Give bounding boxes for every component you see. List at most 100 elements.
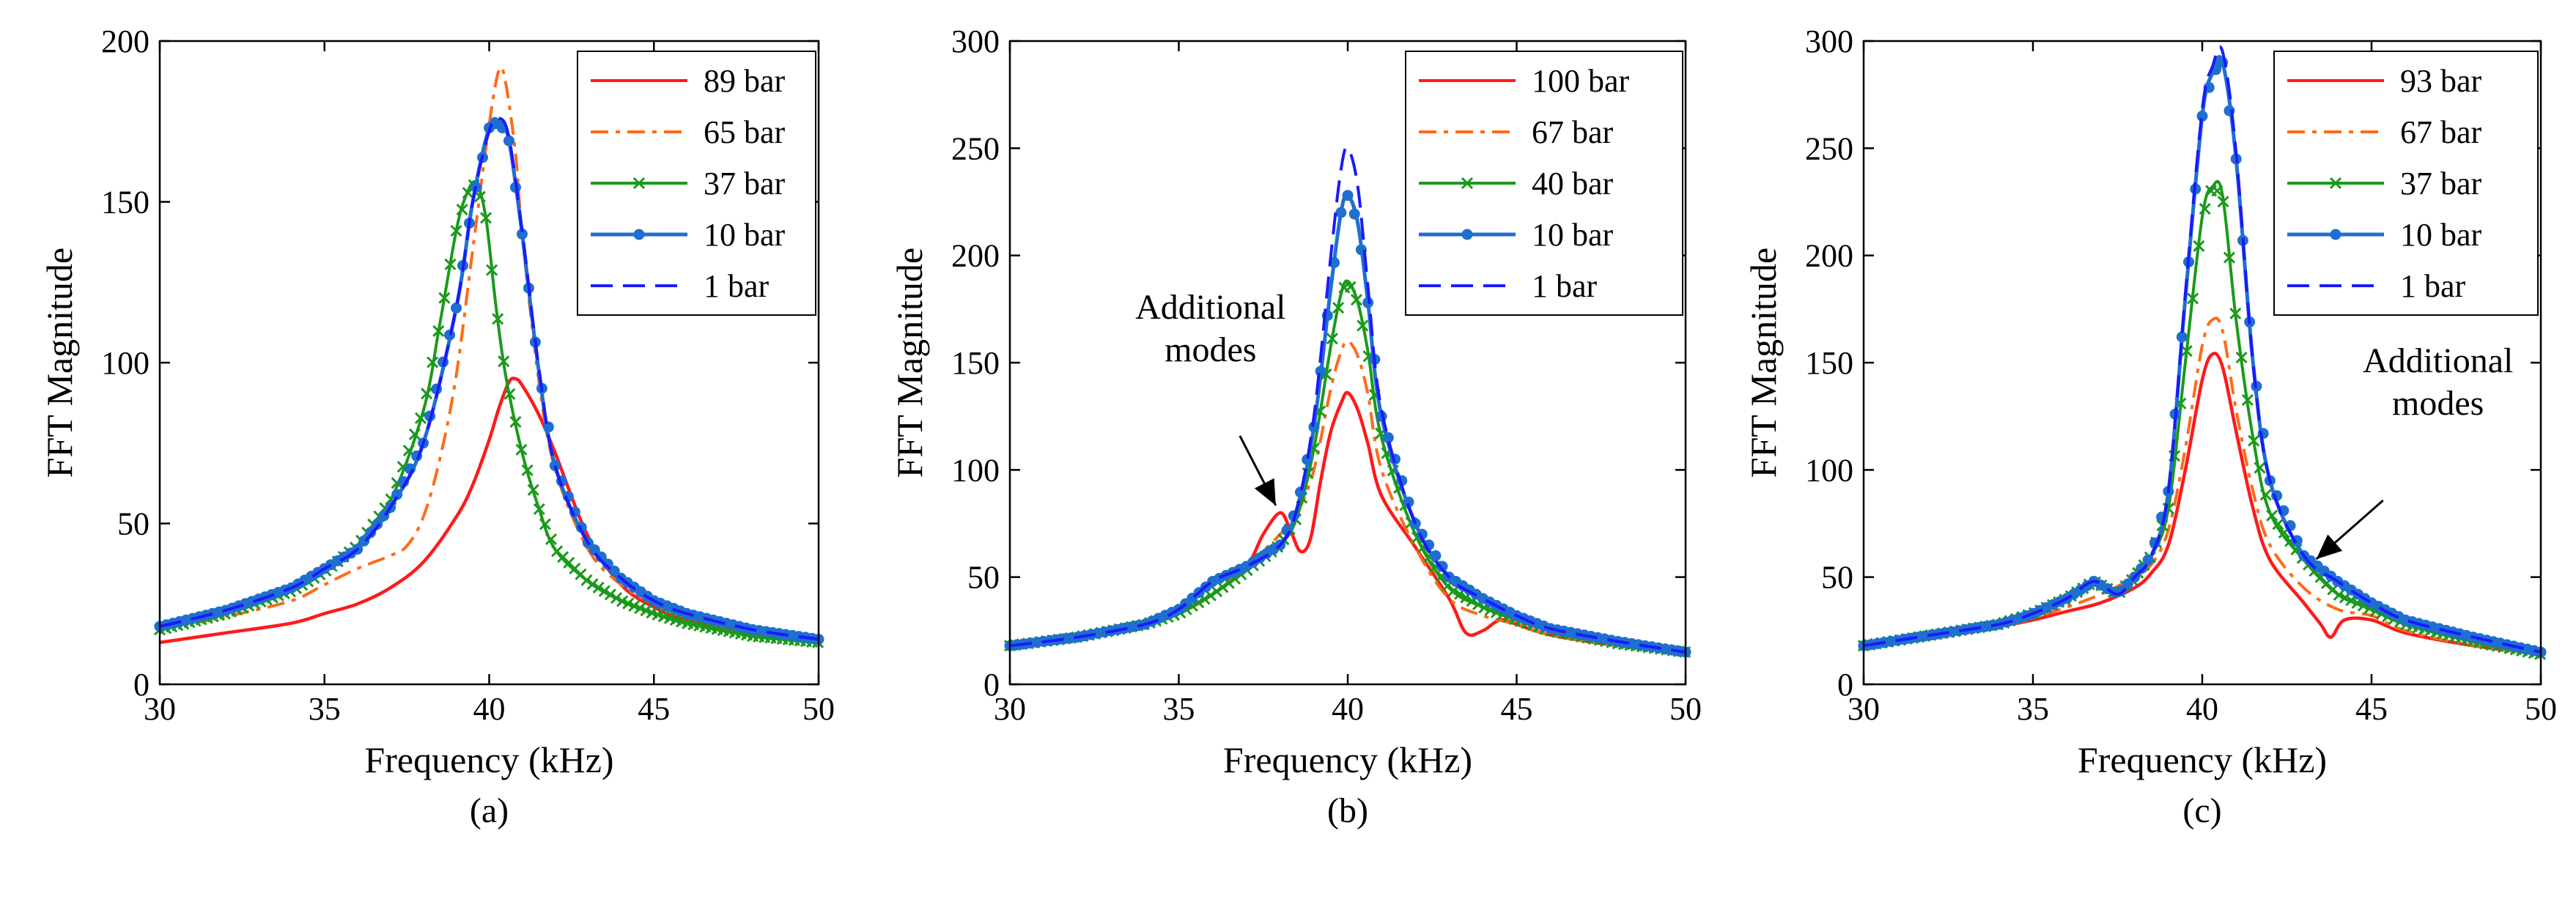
series-marker-37-bar (492, 313, 504, 325)
series-marker-37-bar (2241, 393, 2254, 406)
x-tick-label: 45 (638, 691, 670, 727)
series-marker-10-bar (444, 329, 456, 341)
legend-marker (632, 177, 646, 190)
series-marker-37-bar (604, 588, 616, 601)
x-axis-label: Frequency (kHz) (2078, 739, 2327, 780)
chart-panel-1: 30 35 40 45 50 0 50 100 150 200 Frequency (kHz) FFT… (39, 23, 835, 830)
series-line-40-bar (1009, 279, 1686, 654)
y-tick-label: 0 (983, 667, 1000, 703)
series-marker-37-bar (610, 592, 623, 604)
series-marker-40-bar (1350, 294, 1363, 306)
series-marker-37-bar (592, 581, 605, 594)
series-marker-37-bar (2235, 351, 2248, 364)
series-marker-37-bar (421, 388, 433, 400)
legend-label: 93 bar (2400, 63, 2482, 99)
legend-marker (1461, 229, 1473, 240)
y-axis-label: FFT Magnitude (889, 248, 930, 478)
legend-marker (2329, 177, 2342, 190)
annotation-line-2: modes (1165, 330, 1256, 369)
chart-panel-2: 30 35 40 45 50 0 50 100 150 200 250 300 Frequency (k… (889, 23, 1702, 830)
y-tick-label: 50 (117, 506, 150, 542)
legend-label: 1 bar (2400, 268, 2466, 304)
series-line-93-bar (1863, 352, 2542, 656)
series-marker-10-bar (1430, 550, 1442, 561)
series-marker-37-bar (2211, 185, 2223, 197)
series-marker-10-bar (2176, 331, 2188, 343)
panel-label: (c) (2182, 791, 2221, 830)
series-line-67-bar (1863, 317, 2542, 656)
legend-label: 10 bar (1532, 217, 1614, 253)
legend-label: 67 bar (2400, 114, 2482, 150)
y-tick-label: 200 (1805, 238, 1853, 274)
y-tick-label: 0 (1837, 667, 1853, 703)
legend-label: 10 bar (704, 217, 786, 253)
legend: 89 bar 65 bar 37 bar 10 bar 1 bar (577, 51, 816, 316)
series-marker-37-bar (486, 264, 498, 276)
y-tick-label: 100 (951, 452, 1000, 488)
series-marker-37-bar (2229, 307, 2242, 320)
legend-marker (1461, 177, 1474, 190)
x-tick-label: 50 (802, 691, 835, 727)
legend-label: 40 bar (1532, 166, 1614, 201)
series-marker-40-bar (1326, 333, 1338, 345)
series-marker-37-bar (444, 258, 457, 270)
series-marker-40-bar (1344, 281, 1357, 293)
series-marker-10-bar (1315, 366, 1326, 377)
y-tick-label: 150 (101, 185, 150, 221)
series-marker-37-bar (503, 388, 516, 400)
series-marker-10-bar (1335, 207, 1347, 218)
series-marker-37-bar (414, 412, 427, 424)
x-tick-label: 40 (2186, 691, 2218, 727)
x-tick-label: 45 (2355, 691, 2388, 727)
series-marker-37-bar (598, 585, 610, 597)
series-marker-37-bar (545, 533, 558, 545)
y-tick-label: 250 (1805, 130, 1853, 166)
x-tick-label: 35 (1163, 691, 1195, 727)
y-tick-label: 50 (1821, 560, 1853, 596)
series-marker-37-bar (479, 212, 492, 224)
x-tick-label: 35 (2017, 691, 2049, 727)
y-tick-label: 0 (133, 667, 150, 703)
series-marker-37-bar (515, 443, 528, 456)
series-marker-40-bar (1211, 585, 1223, 598)
series-group (1857, 45, 2547, 660)
series-marker-10-bar (2122, 578, 2133, 590)
series-marker-40-bar (1332, 302, 1345, 314)
x-tick-label: 45 (1501, 691, 1533, 727)
series-marker-10-bar (1382, 432, 1394, 443)
series-marker-37-bar (498, 355, 510, 368)
panel-label: (a) (470, 791, 509, 830)
series-marker-37-bar (539, 518, 551, 530)
legend: 93 bar 67 bar 37 bar 10 bar 1 bar (2273, 51, 2539, 316)
series-marker-37-bar (521, 464, 534, 476)
y-tick-label: 300 (951, 23, 1000, 59)
series-marker-10-bar (503, 135, 514, 147)
y-tick-label: 250 (951, 130, 1000, 166)
x-tick-label: 30 (994, 691, 1026, 727)
x-axis-label: Frequency (kHz) (364, 739, 613, 780)
series-marker-37-bar (533, 503, 545, 515)
legend-label: 37 bar (2400, 166, 2482, 201)
annotation-line-1: Additional (1135, 288, 1285, 327)
series-marker-37-bar (580, 574, 593, 586)
y-axis-label: FFT Magnitude (39, 248, 80, 478)
y-tick-label: 300 (1805, 23, 1853, 59)
legend: 100 bar 67 bar 40 bar 10 bar 1 bar (1405, 51, 1683, 316)
series-marker-10-bar (451, 302, 462, 314)
series-marker-40-bar (1447, 584, 1460, 597)
y-tick-label: 100 (1805, 452, 1853, 488)
legend-label: 100 bar (1532, 63, 1630, 99)
legend-label: 65 bar (704, 114, 786, 150)
x-axis-label: Frequency (kHz) (1223, 739, 1472, 780)
x-tick-label: 40 (473, 691, 506, 727)
series-line-67-bar (1009, 339, 1686, 654)
series-marker-37-bar (509, 415, 522, 428)
series-line-1-bar (1009, 146, 1686, 654)
series-marker-37-bar (2333, 588, 2345, 601)
series-marker-10-bar (542, 421, 554, 433)
series-marker-37-bar (438, 292, 451, 304)
x-tick-label: 35 (309, 691, 341, 727)
